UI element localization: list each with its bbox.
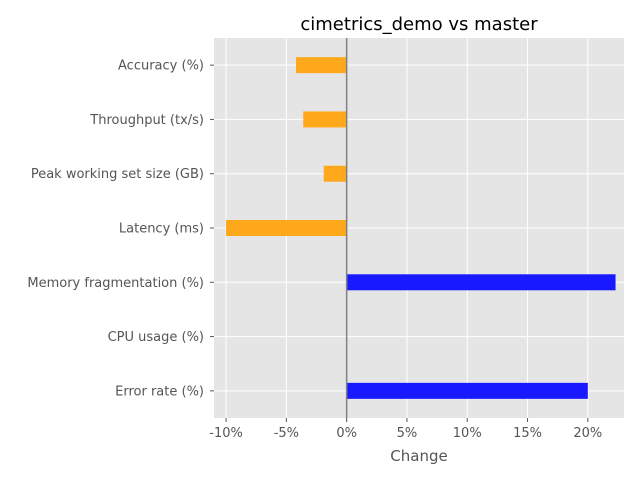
y-axis-ticks: Accuracy (%) Throughput (tx/s) Peak workin… (27, 59, 214, 399)
x-tick-label: -10% (209, 426, 243, 441)
x-tick-label: 10% (453, 426, 482, 441)
x-tick-label: 0% (336, 426, 357, 441)
y-tick-label: Error rate (%) (115, 384, 204, 399)
x-axis-ticks: -10% -5% 0% 5% 10% 15% 20% (209, 418, 602, 441)
x-tick-label: 20% (573, 426, 602, 441)
y-tick-label: Peak working set size (GB) (31, 167, 204, 182)
bar (346, 382, 588, 399)
x-tick-label: -5% (274, 426, 299, 441)
y-tick-label: Accuracy (%) (118, 59, 204, 74)
y-tick-label: Latency (ms) (119, 222, 204, 237)
bar (226, 220, 347, 236)
y-tick-label: Throughput (tx/s) (89, 113, 204, 128)
y-tick-label: Memory fragmentation (%) (27, 276, 204, 291)
bar (296, 57, 347, 74)
bars (226, 57, 616, 399)
x-axis-label: Change (390, 447, 447, 465)
x-tick-label: 15% (513, 426, 542, 441)
y-tick-label: CPU usage (%) (108, 330, 204, 345)
bar (303, 111, 347, 128)
bar (323, 165, 347, 182)
chart-title: cimetrics_demo vs master (300, 14, 538, 35)
bar (346, 274, 616, 291)
x-tick-label: 5% (397, 426, 418, 441)
